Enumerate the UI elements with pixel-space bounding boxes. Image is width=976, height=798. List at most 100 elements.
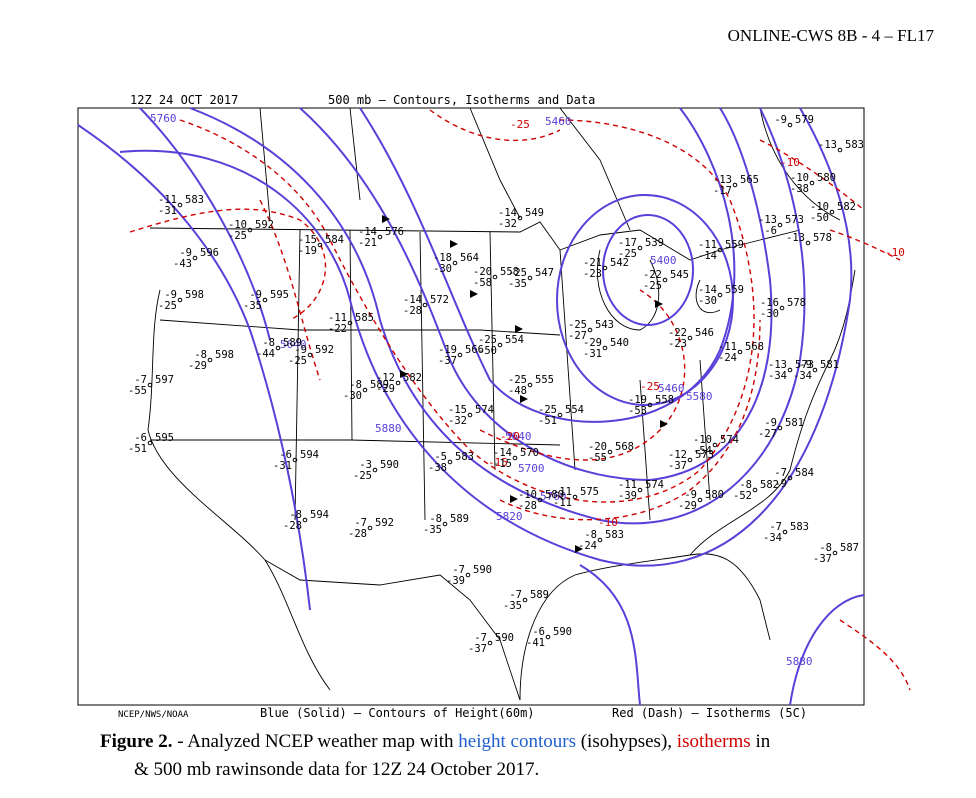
station-dot <box>207 357 213 363</box>
station-dot <box>545 634 551 640</box>
station-temp: -8 <box>819 542 832 554</box>
station-height: 580 <box>705 489 724 501</box>
wind-barbs <box>382 215 668 553</box>
contour-label: 5400 <box>650 254 677 267</box>
contour-label: 5460 <box>658 382 685 395</box>
station-dot <box>829 209 835 215</box>
caption-label: Figure 2. <box>100 731 173 752</box>
station-dot <box>662 277 668 283</box>
station-temp: -9 <box>764 417 777 429</box>
station-temp: -6 <box>279 449 292 461</box>
station-dot <box>779 305 785 311</box>
station-temp: -7 <box>354 517 367 529</box>
station-dewpoint: -44 <box>256 348 275 360</box>
station-temp: -9 <box>799 359 812 371</box>
contour-label: 5760 <box>540 490 567 503</box>
station-dewpoint: -53 <box>628 405 647 417</box>
station-dot <box>395 380 401 386</box>
station-dot <box>292 457 298 463</box>
station-dot <box>717 292 723 298</box>
contour-label: 5640 <box>280 338 307 351</box>
station-height: 592 <box>375 517 394 529</box>
station-dot <box>637 487 643 493</box>
station-dot <box>275 345 281 351</box>
station-temp: -19 <box>628 394 647 406</box>
station-dewpoint: -29 <box>678 500 697 512</box>
station-dewpoint: -39 <box>618 490 637 502</box>
station-height: 546 <box>695 327 714 339</box>
station-height: 580 <box>545 489 564 501</box>
geography <box>147 107 856 701</box>
station-dewpoint: -50 <box>478 345 497 357</box>
caption-link[interactable]: isotherms <box>676 731 751 752</box>
station-height: 558 <box>655 394 674 406</box>
station-dewpoint: -27 <box>568 330 587 342</box>
station-temp: -12 <box>376 372 395 384</box>
station-dot <box>777 425 783 431</box>
station-dot <box>607 449 613 455</box>
station-dot <box>467 412 473 418</box>
station-height: 592 <box>315 344 334 356</box>
station-dot <box>372 467 378 473</box>
station-dewpoint: -23 <box>583 268 602 280</box>
station-dot <box>717 247 723 253</box>
station-height: 559 <box>725 239 744 251</box>
station-dot <box>587 327 593 333</box>
station-temp: -16 <box>760 297 779 309</box>
station-temp: -13 <box>713 174 732 186</box>
station-dot <box>697 497 703 503</box>
station-temp: -7 <box>509 589 522 601</box>
map: 12Z 24 OCT 2017 500 mb – Contours, Isoth… <box>77 93 911 720</box>
station-height: 595 <box>155 432 174 444</box>
station-dewpoint: -27 <box>758 428 777 440</box>
station-dot <box>537 497 543 503</box>
station-temp: -9 <box>684 489 697 501</box>
header: ONLINE-CWS 8B - 4 – FL17 <box>727 26 934 45</box>
station-temp: -7 <box>774 467 787 479</box>
station-dot <box>777 222 783 228</box>
contour-label: -10 <box>885 246 905 259</box>
station-temp: -8 <box>289 509 302 521</box>
station-height: 583 <box>185 194 204 206</box>
station-height: 597 <box>155 374 174 386</box>
station-dewpoint: -32 <box>448 415 467 427</box>
station-dewpoint: -39 <box>446 575 465 587</box>
contour-label: 5880 <box>375 422 402 435</box>
station-temp: -15 <box>298 234 317 246</box>
station-dot <box>752 487 758 493</box>
station-height: 589 <box>450 513 469 525</box>
station-dewpoint: -48 <box>508 385 527 397</box>
contour-label: 5700 <box>518 462 545 475</box>
station-dot <box>527 382 533 388</box>
footer-source: NCEP/NWS/NOAA <box>118 710 189 720</box>
station-dot <box>362 387 368 393</box>
station-dot <box>452 260 458 266</box>
station-dewpoint: -32 <box>498 218 517 230</box>
station-height: 583 <box>605 529 624 541</box>
station-temp: -15 <box>448 404 467 416</box>
station-dewpoint: -25 <box>618 248 637 260</box>
station-dot <box>637 245 643 251</box>
station-temp: -9 <box>179 247 192 259</box>
caption-text: in <box>750 731 771 752</box>
station-dot <box>687 335 693 341</box>
station-height: 582 <box>760 479 779 491</box>
station-temp: -13 <box>818 139 837 151</box>
station-dewpoint: -52 <box>733 490 752 502</box>
station-temp: -7 <box>769 521 782 533</box>
station-height: 559 <box>725 284 744 296</box>
station-dewpoint: -25 <box>228 230 247 242</box>
station-temp: -22 <box>668 327 687 339</box>
contour-label: -25 <box>640 380 660 393</box>
station-dot <box>347 320 353 326</box>
station-height: 582 <box>403 372 422 384</box>
station-height: 595 <box>270 289 289 301</box>
station-dewpoint: -17 <box>713 185 732 197</box>
caption-link[interactable]: height contours <box>458 731 576 752</box>
station-height: 549 <box>525 207 544 219</box>
station-height: 598 <box>215 349 234 361</box>
valid-time: 12Z 24 OCT 2017 <box>130 93 238 107</box>
station-temp: -25 <box>568 319 587 331</box>
station-dot <box>522 597 528 603</box>
station-height: 565 <box>740 174 759 186</box>
